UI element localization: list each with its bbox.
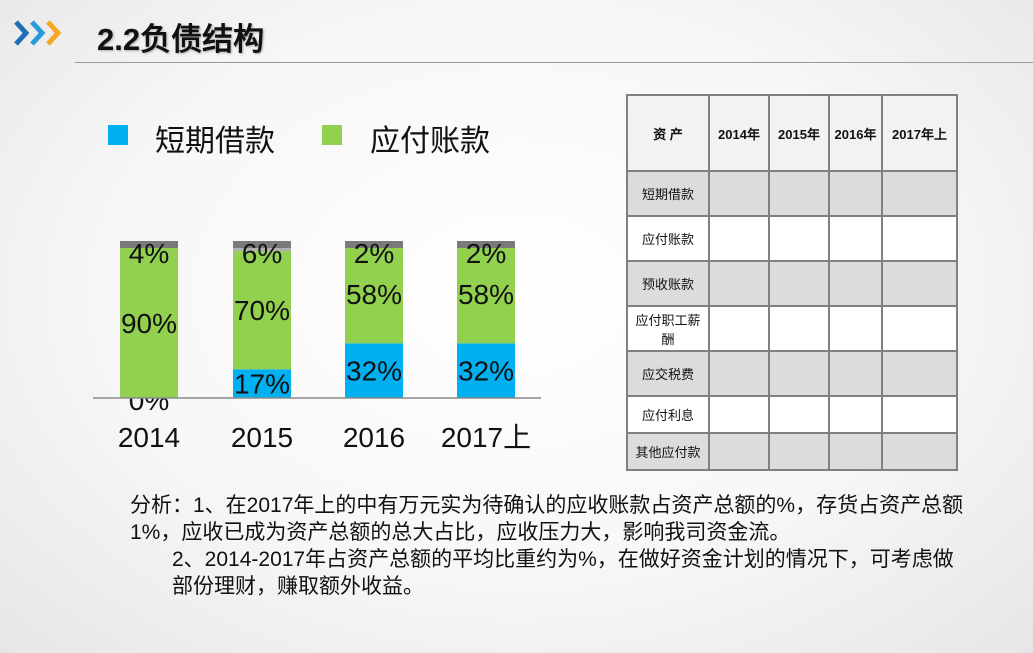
header-cell: 2017年上 bbox=[881, 94, 958, 172]
table-cell bbox=[708, 350, 770, 397]
table-row: 应付账款 bbox=[626, 215, 958, 262]
legend-label-short-term-loans: 短期借款 bbox=[155, 125, 275, 158]
table-cell bbox=[881, 305, 958, 352]
table-cell bbox=[828, 432, 883, 471]
table-row: 应付职工薪酬 bbox=[626, 305, 958, 352]
table-cell bbox=[881, 395, 958, 434]
header-cell: 2014年 bbox=[708, 94, 770, 172]
legend-swatch-accounts-payable bbox=[322, 125, 342, 145]
table-row: 其他应付款 bbox=[626, 432, 958, 471]
table-cell bbox=[708, 432, 770, 471]
table-header-row: 资 产 2014年 2015年 2016年 2017年上 bbox=[626, 94, 958, 172]
data-label: 4% bbox=[129, 238, 169, 269]
data-label: 17% bbox=[234, 369, 290, 400]
x-tick-label: 2017上 bbox=[441, 422, 531, 453]
table-cell bbox=[828, 260, 883, 307]
liability-table: 资 产 2014年 2015年 2016年 2017年上 短期借款 应付账款 预收账… bbox=[626, 94, 958, 471]
table-cell bbox=[828, 395, 883, 434]
data-label: 6% bbox=[242, 238, 282, 269]
table-cell bbox=[768, 432, 830, 471]
table-row: 应交税费 bbox=[626, 350, 958, 397]
row-label: 应付账款 bbox=[626, 215, 710, 262]
row-label: 预收账款 bbox=[626, 260, 710, 307]
x-tick-label: 2014 bbox=[118, 422, 180, 453]
bar-segment bbox=[457, 244, 515, 344]
table-cell bbox=[708, 260, 770, 307]
bar-segment bbox=[120, 247, 178, 398]
bar-segment bbox=[345, 343, 403, 398]
data-label: 32% bbox=[346, 356, 402, 387]
table-cell bbox=[768, 260, 830, 307]
analysis-paragraph-1: 分析：1、在2017年上的中有万元实为待确认的应收账款占资产总额的%，存货占资产… bbox=[130, 494, 964, 544]
header-cell: 2015年 bbox=[768, 94, 830, 172]
row-label: 短期借款 bbox=[626, 170, 710, 217]
data-label: 90% bbox=[121, 308, 177, 339]
table-cell bbox=[708, 305, 770, 352]
table-cell bbox=[881, 432, 958, 471]
table-row: 应付利息 bbox=[626, 395, 958, 434]
title-divider bbox=[75, 62, 1033, 63]
bar-segment bbox=[457, 343, 515, 398]
table-row: 预收账款 bbox=[626, 260, 958, 307]
bar-cap bbox=[120, 241, 178, 248]
table-cell bbox=[881, 170, 958, 217]
table-cell bbox=[828, 350, 883, 397]
table-cell bbox=[828, 215, 883, 262]
row-label: 其他应付款 bbox=[626, 432, 710, 471]
analysis-paragraph-2: 2、2014-2017年占资产总额的平均比重约为%，在做好资金计划的情况下，可考… bbox=[172, 548, 954, 598]
table-cell bbox=[881, 260, 958, 307]
header-cell: 资 产 bbox=[626, 94, 710, 172]
bar-cap bbox=[457, 241, 515, 248]
bar-cap bbox=[233, 241, 291, 248]
table-cell bbox=[768, 170, 830, 217]
page-title: 2.2负债结构 bbox=[97, 22, 265, 57]
table-cell bbox=[828, 170, 883, 217]
data-label: 2% bbox=[354, 238, 394, 269]
bar-segment bbox=[233, 251, 291, 370]
x-tick-label: 2015 bbox=[231, 422, 293, 453]
table-cell bbox=[881, 350, 958, 397]
table-cell bbox=[828, 305, 883, 352]
bar-segment bbox=[233, 369, 291, 398]
header-cell: 2016年 bbox=[828, 94, 883, 172]
table-cell bbox=[708, 170, 770, 217]
table-cell bbox=[768, 305, 830, 352]
row-label: 应交税费 bbox=[626, 350, 710, 397]
table-cell bbox=[768, 350, 830, 397]
data-label: 2% bbox=[466, 238, 506, 269]
bar-cap bbox=[345, 241, 403, 248]
legend-label-accounts-payable: 应付账款 bbox=[370, 125, 490, 158]
data-label: 58% bbox=[458, 279, 514, 310]
x-tick-label: 2016 bbox=[343, 422, 405, 453]
table-cell bbox=[708, 215, 770, 262]
analysis-text: 分析：1、在2017年上的中有万元实为待确认的应收账款占资产总额的%，存货占资产… bbox=[130, 492, 970, 600]
row-label: 应付利息 bbox=[626, 395, 710, 434]
triple-chevron-right-icon bbox=[14, 20, 62, 46]
data-label: 70% bbox=[234, 295, 290, 326]
row-label: 应付职工薪酬 bbox=[626, 305, 710, 352]
bar-segment bbox=[345, 244, 403, 344]
table-row: 短期借款 bbox=[626, 170, 958, 217]
table-cell bbox=[881, 215, 958, 262]
table-cell bbox=[768, 395, 830, 434]
data-label: 32% bbox=[458, 356, 514, 387]
legend-swatch-short-term-loans bbox=[108, 125, 128, 145]
stacked-bar-chart: 0%90%4%201417%70%6%201532%58%2%201632%58… bbox=[93, 238, 541, 453]
table-cell bbox=[708, 395, 770, 434]
data-label: 58% bbox=[346, 279, 402, 310]
table-cell bbox=[768, 215, 830, 262]
